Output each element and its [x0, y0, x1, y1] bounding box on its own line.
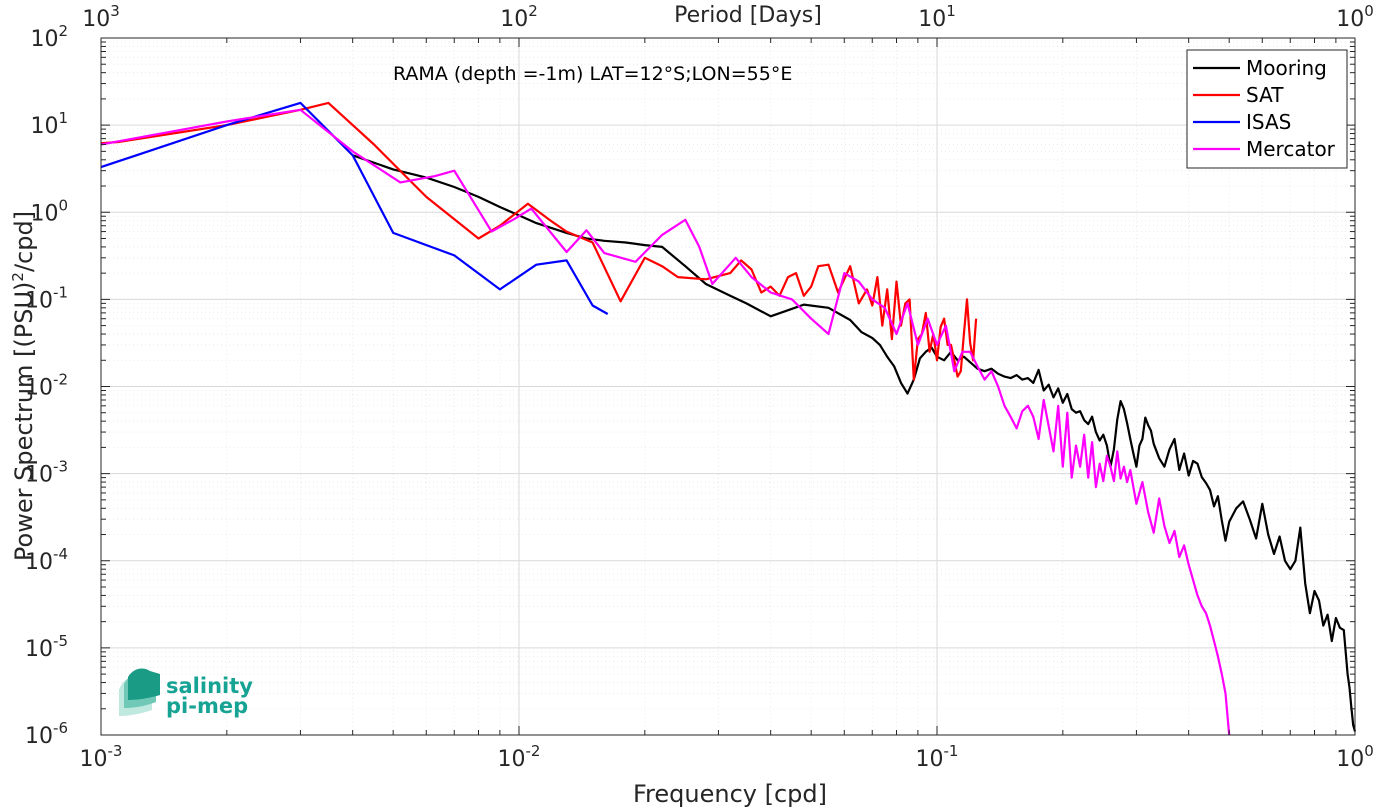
y-axis-title: Power Spectrum [(PSU)2/cpd]: [9, 211, 38, 561]
y-tick-label: 102: [30, 22, 68, 52]
legend-label-isas: ISAS: [1246, 110, 1291, 134]
logo-line-2: pi-mep: [166, 694, 248, 718]
top-tick-label: 101: [918, 2, 956, 32]
x-axis-title: Frequency [cpd]: [633, 780, 827, 808]
top-tick-label: 102: [500, 2, 538, 32]
top-tick-label: 100: [1336, 2, 1374, 32]
top-axis-title: Period [Days]: [674, 3, 822, 28]
legend: Mooring SAT ISAS Mercator: [1186, 49, 1348, 169]
y-tick-label: 101: [30, 109, 68, 139]
top-tick-label: 103: [82, 2, 120, 32]
x-tick-label: 10-3: [80, 742, 123, 772]
y-tick-label: 10-6: [25, 719, 68, 749]
axis-ticks: [100, 38, 1355, 736]
data-series: [100, 101, 1357, 736]
legend-label-mercator: Mercator: [1246, 137, 1336, 161]
logo-line-1: salinity: [166, 674, 253, 698]
y-tick-label: 100: [30, 196, 68, 226]
y-tick-label: 10-1: [25, 283, 68, 313]
annotation-text: RAMA (depth =-1m) LAT=12°S;LON=55°E: [393, 63, 792, 85]
legend-label-sat: SAT: [1246, 83, 1284, 107]
series-line-mooring: [352, 154, 1357, 732]
x-tick-label: 10-1: [916, 742, 959, 772]
logo-waves-icon: [119, 668, 160, 716]
x-tick-label: 100: [1336, 742, 1374, 772]
y-tick-label: 10-5: [25, 632, 68, 662]
grid-lines: [100, 38, 1355, 736]
y-axis-title-suffix: /cpd]: [10, 211, 38, 272]
x-tick-label: 10-2: [498, 742, 541, 772]
series-line-isas: [100, 101, 609, 315]
y-axis-title-prefix: Power Spectrum [(PSU): [10, 282, 38, 561]
y-axis-title-sup: 2: [9, 272, 27, 282]
y-tick-label: 10-2: [25, 371, 68, 401]
tick-labels: 10-3 10-2 10-1 100 103 102 101 100 102 101 100 10-1…: [25, 2, 1374, 772]
series-line-sat: [100, 101, 978, 381]
y-tick-label: 10-4: [25, 545, 68, 575]
y-tick-label: 10-3: [25, 458, 68, 488]
salinity-pi-mep-logo: salinity pi-mep: [119, 668, 253, 718]
series-line-mercator: [100, 108, 1231, 736]
legend-label-mooring: Mooring: [1246, 56, 1327, 80]
